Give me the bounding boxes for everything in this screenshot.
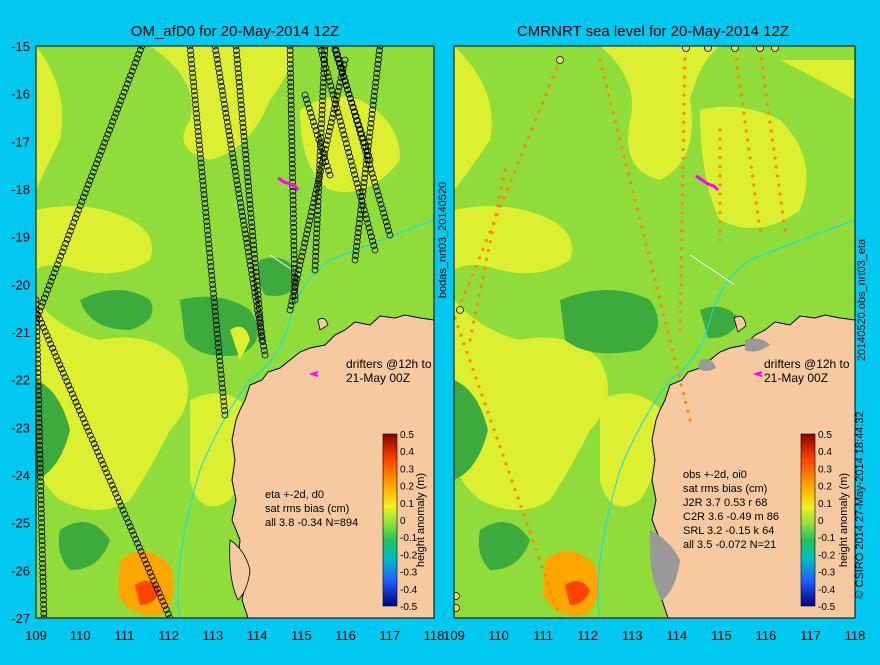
y-tick-label: -23: [11, 420, 30, 435]
left-colorbar: [382, 433, 398, 607]
colorbar-label: -0.1: [818, 533, 836, 544]
left-drifter-label-2: 21-May 00Z: [346, 371, 410, 385]
x-tick-label-right: 118: [845, 628, 866, 643]
y-tick-label: -26: [11, 563, 30, 578]
right-stats-line-4: C2R 3.6 -0.49 m 86: [683, 511, 779, 523]
right-stats: obs +-2d, oi0 sat rms bias (cm) J2R 3.7 …: [683, 469, 779, 551]
left-colorbar-title: height anomaly (m): [415, 473, 427, 567]
colorbar-label: 0.5: [818, 430, 832, 441]
right-map: [454, 46, 855, 618]
right-colorbar-title: height anomaly (m): [838, 473, 850, 567]
y-tick-label: -15: [11, 39, 30, 54]
colorbar-label: -0.5: [400, 602, 418, 613]
right-stats-line-2: sat rms bias (cm): [683, 483, 767, 495]
right-side-label: 20140520.obs_nrt03_eta: [856, 238, 868, 361]
left-panel-title: OM_afD0 for 20-May-2014 12Z: [131, 23, 339, 40]
colorbar-label: 0.2: [818, 482, 832, 493]
colorbar-label: 0.3: [400, 464, 414, 475]
x-tick-label-left: 113: [203, 628, 224, 643]
colorbar-label: -0.3: [400, 568, 418, 579]
colorbar-label: 0.3: [818, 464, 832, 475]
x-tick-label-right: 117: [800, 628, 821, 643]
y-tick-label: -24: [11, 468, 30, 483]
left-stats: eta +-2d, d0 sat rms bias (cm) all 3.8 -…: [265, 489, 358, 529]
colorbar-label: -0.2: [818, 550, 836, 561]
x-tick-label-right: 109: [443, 628, 465, 643]
y-tick-label: -18: [11, 182, 30, 197]
colorbar-label: -0.4: [818, 585, 836, 596]
x-tick-label-right: 110: [488, 628, 509, 643]
colorbar-label: 0.1: [400, 499, 414, 510]
footer-credit: © CSIRO 2014 27-May-2014 18:44:32: [854, 411, 866, 598]
x-tick-label-left: 116: [335, 628, 356, 643]
colorbar-label: 0.4: [400, 447, 414, 458]
observation-dots: [454, 46, 787, 618]
x-tick-label-left: 118: [424, 628, 445, 643]
colorbar-label: 0: [400, 516, 406, 527]
colorbar-label: -0.1: [400, 533, 418, 544]
x-tick-label-right: 116: [756, 628, 777, 643]
colorbar-label: 0.1: [818, 499, 832, 510]
colorbar-label: 0.2: [400, 482, 414, 493]
left-stats-line-2: sat rms bias (cm): [265, 503, 349, 515]
y-tick-label: -21: [11, 325, 30, 340]
right-stats-line-6: all 3.5 -0.072 N=21: [683, 539, 776, 551]
x-tick-label-right: 111: [533, 628, 553, 643]
y-tick-label: -25: [11, 516, 30, 531]
colorbar-labels: 0.5 0.5 0.4 0.4 0.3 0.3 0.2 0.2 0.1 0.1 0 0 -0.1 -0.1…: [400, 430, 836, 613]
x-tick-label-left: 111: [115, 628, 135, 643]
colorbar-label: 0.5: [400, 430, 414, 441]
y-tick-label: -22: [11, 373, 30, 388]
x-tick-label-left: 114: [247, 628, 268, 643]
colorbar-label: -0.5: [818, 602, 836, 613]
x-tick-label-left: 115: [291, 628, 312, 643]
left-stats-line-1: eta +-2d, d0: [265, 489, 324, 501]
left-drifter-label-1: drifters @12h to: [346, 357, 432, 371]
y-tick-label: -16: [11, 87, 30, 102]
left-map: [36, 46, 434, 618]
right-colorbar: [800, 433, 816, 607]
colorbar-label: 0.4: [818, 447, 832, 458]
x-tick-label-left: 117: [379, 628, 400, 643]
x-tick-label-left: 110: [70, 628, 91, 643]
satellite-tracks: [36, 46, 394, 618]
colorbar-label: -0.4: [400, 585, 418, 596]
right-stats-line-3: J2R 3.7 0.53 r 68: [683, 497, 767, 509]
left-drifter-track: [277, 176, 300, 191]
right-drifter-track: [695, 174, 720, 192]
x-tick-label-right: 112: [577, 628, 598, 643]
y-tick-label: -19: [11, 230, 30, 245]
right-panel-title: CMRNRT sea level for 20-May-2014 12Z: [517, 23, 789, 40]
x-tick-label-left: 109: [25, 628, 47, 643]
colorbar-label: -0.3: [818, 568, 836, 579]
right-drifter-label-1: drifters @12h to: [764, 357, 850, 371]
colorbar-label: 0: [818, 516, 824, 527]
x-tick-label-right: 113: [622, 628, 643, 643]
y-tick-label: -17: [11, 134, 30, 149]
left-side-label: bodas_nrt03_20140520: [437, 182, 449, 298]
y-tick-label: -27: [11, 611, 30, 626]
y-tick-label: -20: [11, 277, 30, 292]
x-tick-label-right: 114: [666, 628, 687, 643]
right-stats-line-1: obs +-2d, oi0: [683, 469, 747, 481]
left-stats-line-3: all 3.8 -0.34 N=894: [265, 517, 358, 529]
x-tick-label-right: 115: [711, 628, 732, 643]
right-drifter-label-2: 21-May 00Z: [764, 371, 828, 385]
colorbar-label: -0.2: [400, 550, 418, 561]
axis-labels: -15 -16 -17 -18 -19 -20 -21 -22 -23 -24 -25 -26 -27 1…: [11, 39, 865, 643]
right-stats-line-5: SRL 3.2 -0.15 k 64: [683, 525, 774, 537]
x-tick-label-left: 112: [158, 628, 179, 643]
